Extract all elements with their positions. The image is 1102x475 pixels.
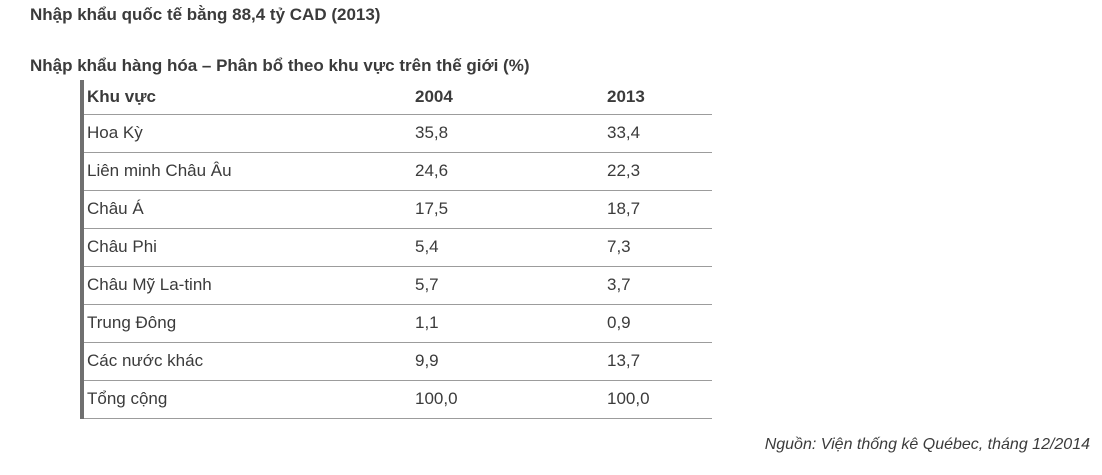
value-2013: 0,9 [607, 304, 712, 343]
region-label: Châu Phi [84, 228, 415, 267]
value-2004: 24,6 [415, 152, 607, 191]
table-row: Các nước khác 9,9 13,7 [84, 342, 712, 381]
column-header-region: Khu vực [84, 80, 415, 115]
table-row: Châu Phi 5,4 7,3 [84, 228, 712, 267]
value-2004: 5,7 [415, 266, 607, 305]
table-row: Châu Á 17,5 18,7 [84, 190, 712, 229]
value-2013: 13,7 [607, 342, 712, 381]
table-row: Trung Đông 1,1 0,9 [84, 304, 712, 343]
imports-by-region-table: Khu vực 2004 2013 Hoa Kỳ 35,8 33,4 Liên … [84, 80, 712, 419]
value-2004: 5,4 [415, 228, 607, 267]
column-header-2013: 2013 [607, 80, 712, 115]
region-label: Liên minh Châu Âu [84, 152, 415, 191]
source-note: Nguồn: Viện thống kê Québec, tháng 12/20… [764, 436, 1090, 453]
table-header-row: Khu vực 2004 2013 [84, 80, 712, 115]
value-2013: 7,3 [607, 228, 712, 267]
table-row: Liên minh Châu Âu 24,6 22,3 [84, 152, 712, 191]
region-label: Châu Mỹ La-tinh [84, 266, 415, 305]
column-header-2004: 2004 [415, 80, 607, 115]
table-row-total: Tổng cộng 100,0 100,0 [84, 380, 712, 419]
table-caption: Nhập khẩu hàng hóa – Phân bổ theo khu vự… [30, 56, 530, 75]
value-2013: 3,7 [607, 266, 712, 305]
page-title: Nhập khẩu quốc tế bằng 88,4 tỷ CAD (2013… [30, 5, 381, 24]
value-2013: 100,0 [607, 380, 712, 419]
region-label: Hoa Kỳ [84, 114, 415, 153]
value-2013: 22,3 [607, 152, 712, 191]
region-label: Tổng cộng [84, 380, 415, 419]
value-2004: 1,1 [415, 304, 607, 343]
value-2013: 33,4 [607, 114, 712, 153]
value-2004: 35,8 [415, 114, 607, 153]
imports-table-container: Khu vực 2004 2013 Hoa Kỳ 35,8 33,4 Liên … [80, 80, 712, 419]
region-label: Châu Á [84, 190, 415, 229]
value-2004: 9,9 [415, 342, 607, 381]
table-row: Hoa Kỳ 35,8 33,4 [84, 114, 712, 153]
region-label: Các nước khác [84, 342, 415, 381]
value-2004: 17,5 [415, 190, 607, 229]
table-row: Châu Mỹ La-tinh 5,7 3,7 [84, 266, 712, 305]
value-2013: 18,7 [607, 190, 712, 229]
region-label: Trung Đông [84, 304, 415, 343]
value-2004: 100,0 [415, 380, 607, 419]
